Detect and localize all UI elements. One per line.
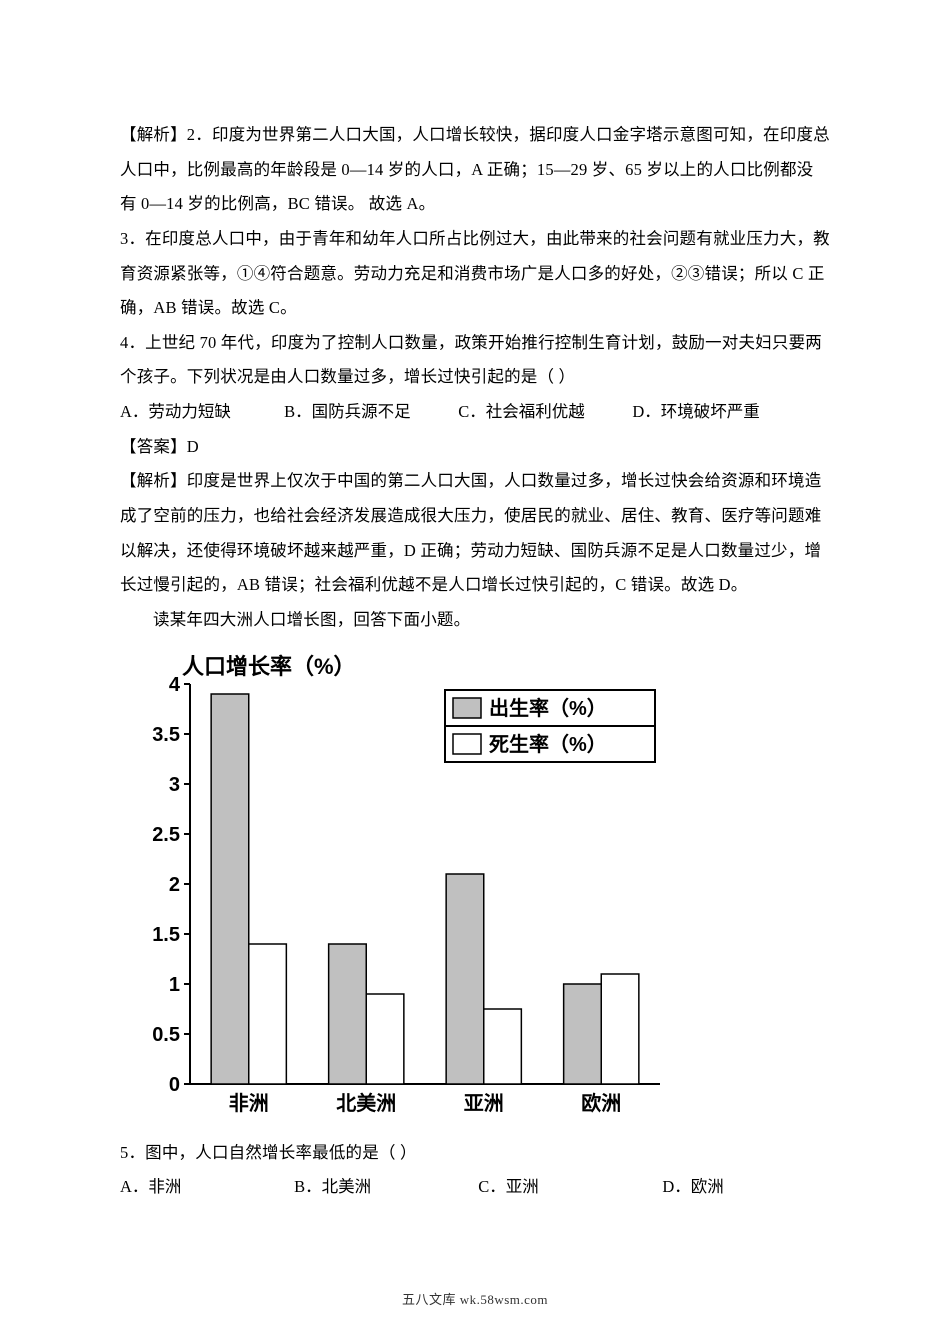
question-4-options: A．劳动力短缺 B．国防兵源不足 C．社会福利优越 D．环境破坏严重 [120, 395, 830, 430]
bar-chart-svg: 人口增长率（%） 0 0.5 1 1.5 2 2.5 3 3.5 4 非洲 北美洲 亚洲 欧洲 出生率（%）… [120, 648, 680, 1128]
svg-text:1.5: 1.5 [152, 924, 180, 946]
option-a: A．劳动力短缺 [120, 395, 280, 430]
svg-text:人口增长率（%）: 人口增长率（%） [182, 654, 356, 679]
option-b: B．北美洲 [294, 1170, 474, 1205]
question-5-options: A．非洲 B．北美洲 C．亚洲 D．欧洲 [120, 1170, 830, 1205]
svg-text:3.5: 3.5 [152, 724, 180, 746]
svg-text:出生率（%）: 出生率（%） [489, 696, 607, 720]
page-footer: 五八文库 wk.58wsm.com [0, 1289, 950, 1308]
question-4: 4．上世纪 70 年代，印度为了控制人口数量，政策开始推行控制生育计划，鼓励一对… [120, 326, 830, 395]
analysis-q2: 【解析】2．印度为世界第二人口大国，人口增长较快，据印度人口金字塔示意图可知，在… [120, 118, 830, 222]
svg-text:0: 0 [169, 1074, 180, 1096]
answer-4: 【答案】D [120, 430, 830, 465]
option-c: C．亚洲 [478, 1170, 658, 1205]
analysis-q3: 3．在印度总人口中，由于青年和幼年人口所占比例过大，由此带来的社会问题有就业压力… [120, 222, 830, 326]
option-a: A．非洲 [120, 1170, 290, 1205]
option-b: B．国防兵源不足 [284, 395, 454, 430]
option-c: C．社会福利优越 [458, 395, 628, 430]
question-5: 5．图中，人口自然增长率最低的是（ ） [120, 1136, 830, 1171]
svg-text:1: 1 [169, 974, 180, 996]
svg-text:死生率（%）: 死生率（%） [489, 732, 607, 756]
option-d: D．环境破坏严重 [632, 395, 759, 430]
svg-text:欧洲: 欧洲 [581, 1091, 621, 1115]
svg-text:非洲: 非洲 [229, 1092, 269, 1115]
svg-text:北美洲: 北美洲 [336, 1091, 396, 1115]
svg-text:4: 4 [169, 674, 181, 696]
population-growth-chart: 人口增长率（%） 0 0.5 1 1.5 2 2.5 3 3.5 4 非洲 北美洲 亚洲 欧洲 出生率（%）… [120, 648, 830, 1128]
svg-text:2: 2 [169, 874, 180, 896]
svg-text:2.5: 2.5 [152, 824, 180, 846]
option-d: D．欧洲 [662, 1170, 723, 1205]
svg-text:0.5: 0.5 [152, 1024, 180, 1046]
analysis-q4: 【解析】印度是世界上仅次于中国的第二人口大国，人口数量过多，增长过快会给资源和环… [120, 464, 830, 603]
chart-intro: 读某年四大洲人口增长图，回答下面小题。 [120, 603, 830, 638]
svg-text:3: 3 [169, 774, 180, 796]
svg-text:亚洲: 亚洲 [464, 1092, 504, 1115]
